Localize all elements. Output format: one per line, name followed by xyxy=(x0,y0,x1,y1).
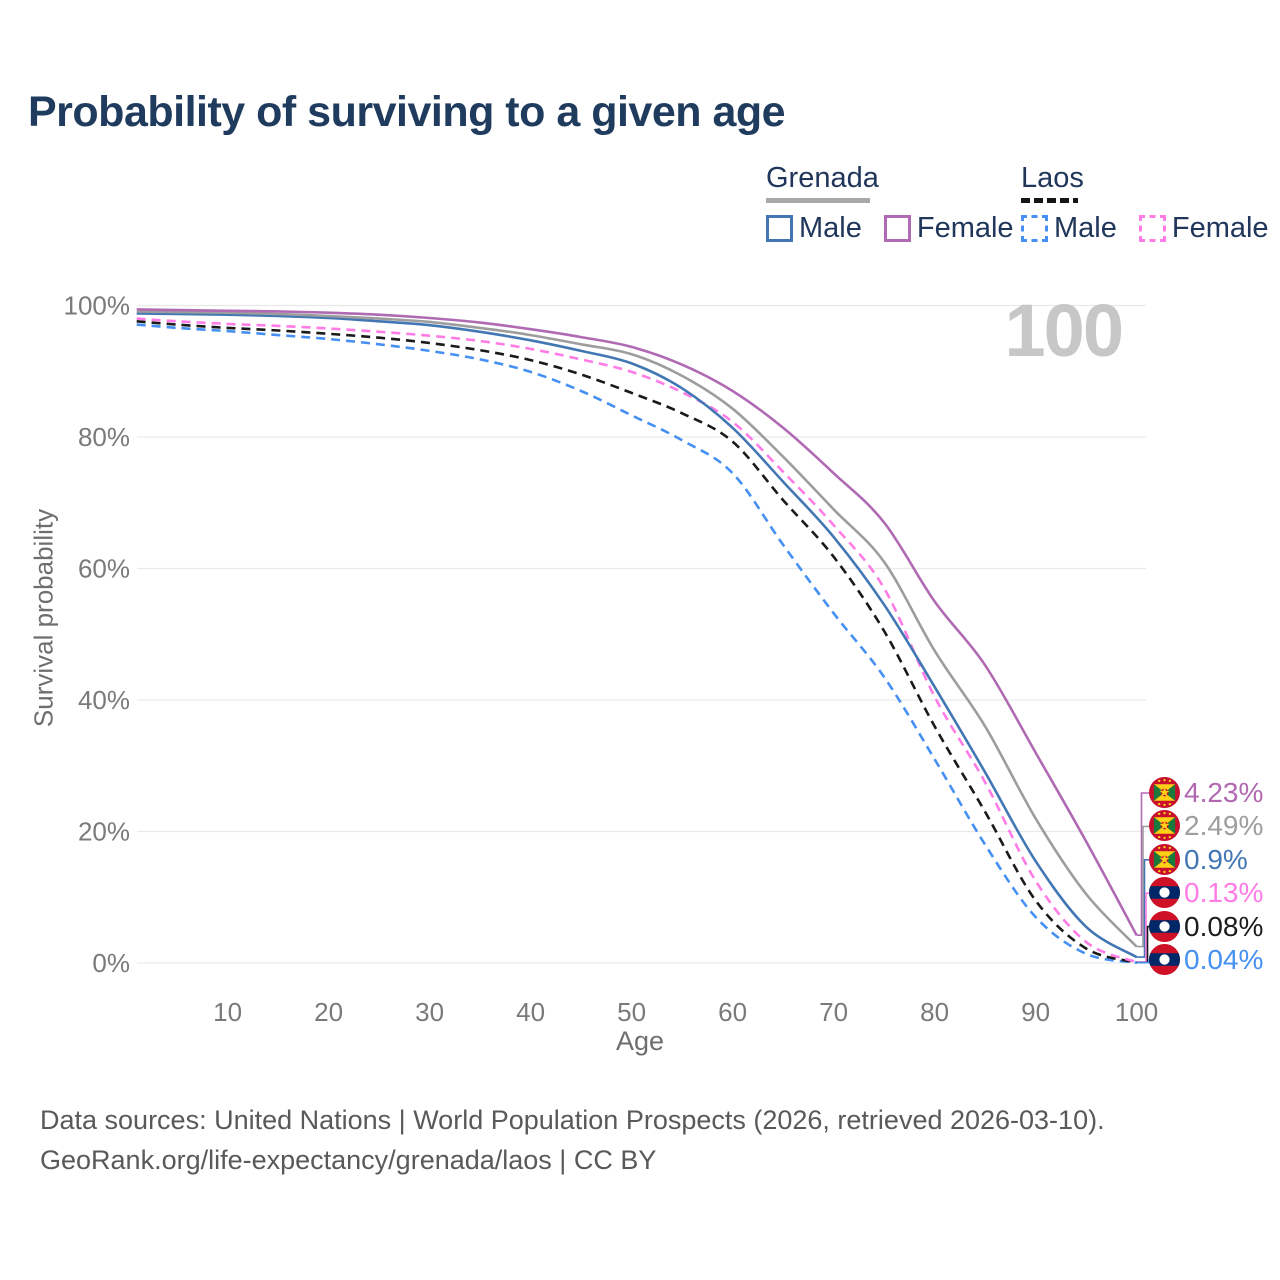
end-label-value: 4.23% xyxy=(1184,776,1264,808)
end-connector-grenada-female xyxy=(1136,792,1150,936)
grenada-flag-icon xyxy=(1149,777,1180,808)
end-label-laos-male: 0.04% xyxy=(1149,944,1263,975)
curve-grenada-male xyxy=(136,312,1138,959)
x-tick-label: 50 xyxy=(617,997,646,1027)
legend-swatch-grenada-female-icon xyxy=(883,215,911,242)
end-label-value: 0.04% xyxy=(1184,943,1264,975)
end-label-laos-female: 0.13% xyxy=(1149,877,1263,908)
laos-flag-icon xyxy=(1149,911,1180,942)
legend-item-grenada-female[interactable]: Female xyxy=(883,212,1014,245)
legend-swatch-laos-male-icon xyxy=(1021,215,1048,242)
end-label-value: 0.08% xyxy=(1184,910,1264,942)
legend-swatch-grenada-male-icon xyxy=(766,215,793,242)
legend-country-laos: Laos xyxy=(1021,162,1084,194)
end-label-grenada-female: 4.23% xyxy=(1149,777,1263,808)
legend-group-grenada: Grenada Male Female xyxy=(766,162,1014,245)
legend-swatch-laos-female-icon xyxy=(1138,215,1166,242)
x-tick-label: 60 xyxy=(718,997,747,1027)
legend-item-laos-male[interactable]: Male xyxy=(1021,212,1117,245)
x-tick-label: 80 xyxy=(920,997,949,1027)
legend-label-laos-male: Male xyxy=(1054,212,1117,244)
x-tick-label: 40 xyxy=(516,997,545,1027)
y-tick-label: 40% xyxy=(78,685,130,715)
x-tick-label: 90 xyxy=(1021,997,1050,1027)
y-tick-label: 20% xyxy=(78,817,130,847)
x-tick-label: 10 xyxy=(213,997,242,1027)
end-label-value: 0.9% xyxy=(1184,843,1248,875)
legend-line-sample-grenada-both xyxy=(766,198,870,203)
end-label-laos-both: 0.08% xyxy=(1149,911,1263,942)
laos-flag-icon xyxy=(1149,944,1180,975)
grenada-flag-icon xyxy=(1149,844,1180,875)
legend-item-laos-female[interactable]: Female xyxy=(1138,212,1269,245)
laos-flag-icon xyxy=(1149,877,1180,908)
x-tick-label: 30 xyxy=(415,997,444,1027)
legend-label-grenada-male: Male xyxy=(799,212,862,244)
end-label-grenada-male: 0.9% xyxy=(1149,844,1248,875)
legend-country-grenada: Grenada xyxy=(766,162,879,194)
end-label-grenada-both: 2.49% xyxy=(1149,810,1263,841)
x-tick-label: 70 xyxy=(819,997,848,1027)
legend-label-grenada-female: Female xyxy=(916,212,1014,244)
x-tick-label: 20 xyxy=(314,997,343,1027)
end-connector-grenada-all xyxy=(1136,825,1150,948)
curve-grenada-female xyxy=(136,308,1138,936)
end-label-value: 0.13% xyxy=(1184,876,1264,908)
y-axis-title: Survival probability xyxy=(28,508,59,728)
x-axis-title: Age xyxy=(615,1026,665,1056)
curve-laos-male xyxy=(136,323,1137,964)
legend-group-laos: Laos Male Female xyxy=(1021,162,1269,245)
y-tick-label: 0% xyxy=(92,948,130,978)
legend-label-laos-female: Female xyxy=(1171,212,1269,244)
end-label-value: 2.49% xyxy=(1184,809,1264,841)
footer: Data sources: United Nations | World Pop… xyxy=(40,1100,1105,1180)
page-title: Probability of surviving to a given age xyxy=(28,88,786,136)
y-tick-label: 60% xyxy=(78,554,130,584)
legend-line-sample-laos-both xyxy=(1021,198,1078,203)
curve-grenada-all xyxy=(136,310,1138,948)
grenada-flag-icon xyxy=(1149,810,1180,841)
legend-item-grenada-male[interactable]: Male xyxy=(766,212,862,245)
end-connector-grenada-male xyxy=(1136,859,1150,958)
y-tick-label: 80% xyxy=(78,422,130,452)
y-tick-label: 100% xyxy=(64,291,131,321)
footer-url: GeoRank.org/life-expectancy/grenada/laos… xyxy=(40,1145,657,1175)
x-tick-label: 100 xyxy=(1115,997,1158,1027)
curve-laos-female xyxy=(136,317,1138,964)
curve-laos-all xyxy=(136,320,1137,964)
footer-sources: Data sources: United Nations | World Pop… xyxy=(40,1105,1105,1135)
age-watermark: 100 xyxy=(1004,289,1124,372)
